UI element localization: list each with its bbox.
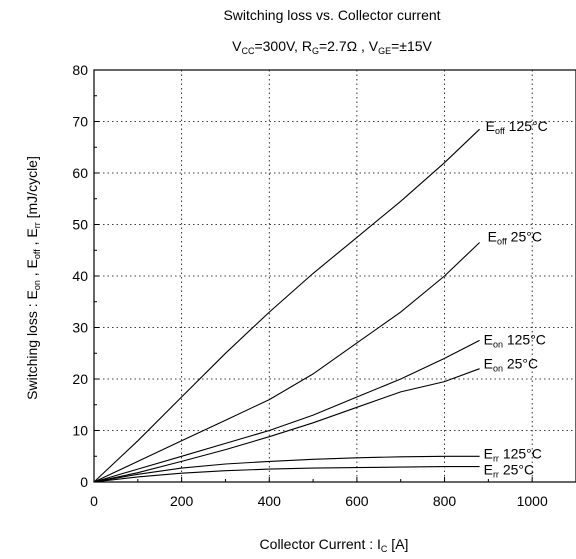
series-label: Err 25°C bbox=[484, 462, 535, 480]
subtitle-vge-main: V bbox=[369, 38, 379, 54]
series-label-main: E bbox=[484, 331, 493, 347]
series-label-rest: 25°C bbox=[499, 462, 534, 478]
series-label-rest: 125°C bbox=[499, 445, 542, 461]
y-tick-label: 50 bbox=[72, 217, 88, 233]
series-label-main: E bbox=[488, 229, 497, 245]
series-label: Eoff 25°C bbox=[488, 229, 542, 247]
y-tick-label: 30 bbox=[72, 320, 88, 336]
chart-subtitle: VCC=300V, RG=2.7Ω , VGE=±15V bbox=[232, 38, 432, 56]
series-label: Eon 25°C bbox=[484, 356, 539, 374]
series-label-rest: 125°C bbox=[503, 331, 546, 347]
series-label-sub: rr bbox=[493, 470, 499, 480]
series-label: Err 125°C bbox=[484, 445, 542, 463]
y-axis-label-sub3: rr bbox=[32, 222, 42, 228]
series-label-rest: 25°C bbox=[503, 356, 538, 372]
subtitle-vcc-rest: =300V, bbox=[254, 38, 301, 54]
series-label-sub: rr bbox=[493, 453, 499, 463]
tick-labels: 0 200 400 600 800 1000 0 10 20 30 40 50 60 70 80 bbox=[72, 62, 548, 509]
subtitle-vge-rest: =±15V bbox=[391, 38, 432, 54]
y-tick-label: 80 bbox=[72, 62, 88, 78]
series-label-sub: off bbox=[497, 237, 507, 247]
series-line bbox=[93, 466, 480, 483]
x-tick-label: 800 bbox=[433, 493, 457, 509]
subtitle-vge-sub: GE bbox=[378, 46, 391, 56]
y-axis-label-part3: , E bbox=[24, 228, 40, 249]
y-tick-label: 20 bbox=[72, 371, 88, 387]
series-label: Eon 125°C bbox=[484, 331, 546, 349]
series-label-main: E bbox=[486, 118, 495, 134]
y-axis-label-part1: Switching loss : E bbox=[24, 290, 40, 400]
series-line bbox=[93, 242, 480, 483]
chart-title: Switching loss vs. Collector current bbox=[223, 7, 440, 23]
series-line bbox=[93, 128, 480, 483]
series-label-main: E bbox=[484, 462, 493, 478]
y-axis-label-sub2: off bbox=[32, 249, 42, 259]
x-axis-label-sub: C bbox=[381, 544, 388, 554]
y-tick-label: 40 bbox=[72, 268, 88, 284]
y-axis-label: Switching loss : Eon , Eoff , Err [mJ/cy… bbox=[24, 156, 42, 400]
x-axis-label-rest: [A] bbox=[387, 536, 408, 552]
series-label-sub: on bbox=[493, 364, 503, 374]
series-group bbox=[93, 128, 480, 483]
y-axis-label-sub1: on bbox=[32, 280, 42, 290]
series-label-sub: off bbox=[495, 126, 505, 136]
x-axis-label: Collector Current : IC [A] bbox=[260, 536, 409, 554]
y-axis-label-part2: , E bbox=[24, 259, 40, 280]
y-tick-label: 0 bbox=[80, 474, 88, 490]
subtitle-vcc-main: V bbox=[232, 38, 242, 54]
subtitle-vcc-sub: CC bbox=[241, 46, 254, 56]
y-tick-label: 70 bbox=[72, 114, 88, 130]
x-tick-label: 0 bbox=[90, 493, 98, 509]
y-axis-label-part4: [mJ/cycle] bbox=[24, 156, 40, 222]
grid-lines bbox=[94, 70, 576, 482]
subtitle-rg-rest: =2.7Ω , bbox=[319, 38, 369, 54]
tick-marks bbox=[93, 69, 533, 483]
series-label: Eoff 125°C bbox=[486, 118, 548, 136]
y-tick-label: 10 bbox=[72, 423, 88, 439]
series-label-rest: 125°C bbox=[505, 118, 548, 134]
series-label-main: E bbox=[484, 356, 493, 372]
series-line bbox=[93, 368, 480, 483]
series-line bbox=[93, 339, 480, 483]
x-tick-label: 1000 bbox=[517, 493, 548, 509]
x-tick-label: 600 bbox=[345, 493, 369, 509]
x-tick-label: 200 bbox=[170, 493, 194, 509]
x-tick-label: 400 bbox=[258, 493, 282, 509]
series-label-main: E bbox=[484, 445, 493, 461]
x-axis-label-main: Collector Current : I bbox=[260, 536, 381, 552]
y-tick-label: 60 bbox=[72, 165, 88, 181]
series-label-rest: 25°C bbox=[507, 229, 542, 245]
subtitle-rg-sub: G bbox=[312, 46, 319, 56]
series-line bbox=[93, 455, 480, 483]
series-label-sub: on bbox=[493, 339, 503, 349]
subtitle-rg-main: R bbox=[302, 38, 312, 54]
